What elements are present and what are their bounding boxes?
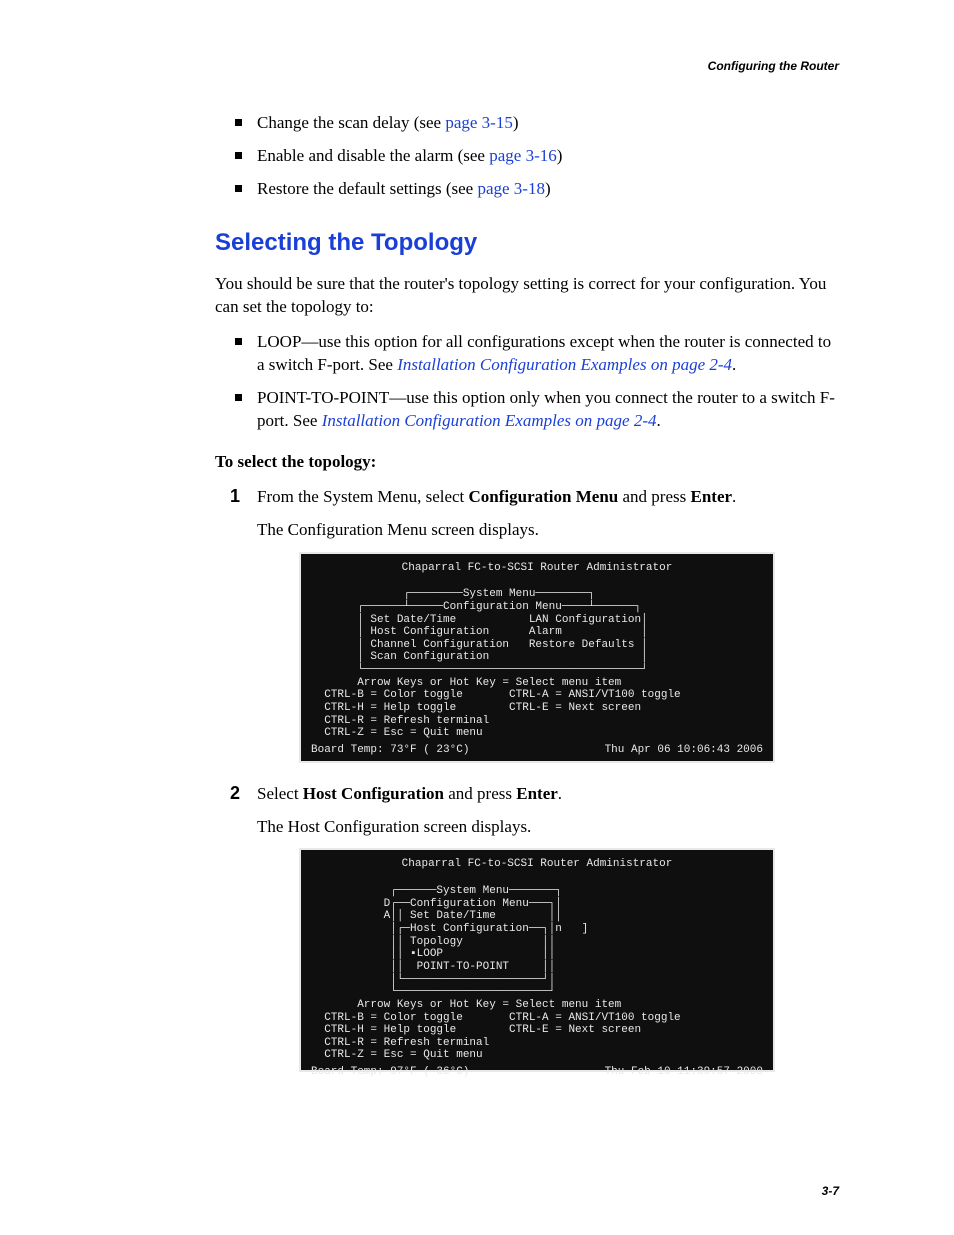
xref-link[interactable]: page 3-16 (489, 146, 557, 165)
step-result: The Host Configuration screen displays. (257, 816, 839, 839)
intro-paragraph: You should be sure that the router's top… (215, 273, 839, 319)
bullet-text: ) (557, 146, 563, 165)
bullet-text: Enable and disable the alarm (see (257, 146, 489, 165)
terminal-line: ││ ▪LOOP ││ (311, 948, 763, 961)
running-head: Configuring the Router (708, 58, 839, 74)
xref-link[interactable]: Installation Configuration Examples on p… (397, 355, 732, 374)
step-list: From the System Menu, select Configurati… (215, 486, 839, 1073)
step-bold: Configuration Menu (469, 487, 619, 506)
step-item: From the System Menu, select Configurati… (215, 486, 839, 763)
terminal-temp: Board Temp: 73°F ( 23°C) (311, 744, 469, 757)
terminal-line: Arrow Keys or Hot Key = Select menu item (311, 677, 763, 690)
terminal-timestamp: Thu Apr 06 10:06:43 2006 (605, 744, 763, 757)
terminal-line: └───────────────────────┘ (311, 986, 763, 999)
step-text: From the System Menu, select Configurati… (257, 486, 839, 509)
bullet-text: . (732, 355, 736, 374)
xref-link[interactable]: page 3-15 (445, 113, 513, 132)
terminal-line: │ Channel Configuration Restore Defaults… (311, 639, 763, 652)
terminal-line: CTRL-H = Help toggle CTRL-E = Next scree… (311, 702, 763, 715)
bullet-text: Change the scan delay (see (257, 113, 445, 132)
terminal-line: CTRL-B = Color toggle CTRL-A = ANSI/VT10… (311, 1012, 763, 1025)
list-item: LOOP—use this option for all configurati… (215, 331, 839, 377)
terminal-line: CTRL-R = Refresh terminal (311, 715, 763, 728)
terminal-footer: Board Temp: 73°F ( 23°C) Thu Apr 06 10:0… (311, 744, 763, 757)
step-bold: Host Configuration (303, 784, 444, 803)
page-content: Change the scan delay (see page 3-15) En… (215, 112, 839, 1072)
bullet-text: ) (513, 113, 519, 132)
list-item: Enable and disable the alarm (see page 3… (215, 145, 839, 168)
terminal-screen: Chaparral FC-to-SCSI Router Administrato… (299, 552, 775, 763)
terminal-line: CTRL-H = Help toggle CTRL-E = Next scree… (311, 1024, 763, 1037)
step-bold: Enter (690, 487, 732, 506)
terminal-screen: Chaparral FC-to-SCSI Router Administrato… (299, 848, 775, 1072)
terminal-temp: Board Temp: 97°F ( 36°C) (311, 1066, 469, 1079)
top-bullet-list: Change the scan delay (see page 3-15) En… (215, 112, 839, 201)
terminal-line: │ Host Configuration Alarm │ (311, 626, 763, 639)
terminal-line: CTRL-Z = Esc = Quit menu (311, 1049, 763, 1062)
terminal-line: │└─────────────────────┘│ (311, 974, 763, 987)
terminal-line: CTRL-R = Refresh terminal (311, 1037, 763, 1050)
terminal-line: ││ Topology ││ (311, 936, 763, 949)
page-number: 3-7 (822, 1183, 839, 1199)
bullet-text: Restore the default settings (see (257, 179, 477, 198)
step-fragment: . (558, 784, 562, 803)
terminal-line: D┌──Configuration Menu───┐│ (311, 898, 763, 911)
terminal-line: ┌──────┴─────Configuration Menu────┴────… (311, 601, 763, 614)
bullet-text: . (656, 411, 660, 430)
xref-link[interactable]: page 3-18 (477, 179, 545, 198)
terminal-line: A││ Set Date/Time ││ (311, 910, 763, 923)
terminal-title: Chaparral FC-to-SCSI Router Administrato… (311, 562, 763, 575)
terminal-line: │ Set Date/Time LAN Configuration│ (311, 614, 763, 627)
terminal-line: │ Scan Configuration │ (311, 651, 763, 664)
section-heading: Selecting the Topology (215, 227, 839, 259)
terminal-figure-1: Chaparral FC-to-SCSI Router Administrato… (299, 552, 839, 763)
list-item: Change the scan delay (see page 3-15) (215, 112, 839, 135)
terminal-title: Chaparral FC-to-SCSI Router Administrato… (311, 858, 763, 871)
step-text: Select Host Configuration and press Ente… (257, 783, 839, 806)
step-fragment: and press (618, 487, 690, 506)
step-result: The Configuration Menu screen displays. (257, 519, 839, 542)
step-fragment: Select (257, 784, 303, 803)
terminal-line: Arrow Keys or Hot Key = Select menu item (311, 999, 763, 1012)
list-item: POINT-TO-POINT—use this option only when… (215, 387, 839, 433)
xref-link[interactable]: Installation Configuration Examples on p… (322, 411, 657, 430)
step-fragment: From the System Menu, select (257, 487, 469, 506)
terminal-line: CTRL-Z = Esc = Quit menu (311, 727, 763, 740)
step-bold: Enter (516, 784, 558, 803)
terminal-line: ┌────────System Menu────────┐ (311, 588, 763, 601)
procedure-label: To select the topology: (215, 451, 839, 474)
list-item: Restore the default settings (see page 3… (215, 178, 839, 201)
terminal-line: └───────────────────────────────────────… (311, 664, 763, 677)
page: Configuring the Router Change the scan d… (0, 0, 954, 1235)
terminal-line: CTRL-B = Color toggle CTRL-A = ANSI/VT10… (311, 689, 763, 702)
step-fragment: . (732, 487, 736, 506)
terminal-timestamp: Thu Feb 10 11:39:57 2000 (605, 1066, 763, 1079)
terminal-line: ┌──────System Menu───────┐ (311, 885, 763, 898)
step-item: Select Host Configuration and press Ente… (215, 783, 839, 1073)
bullet-text: ) (545, 179, 551, 198)
terminal-line: │┌─Host Configuration──┐│n ] (311, 923, 763, 936)
step-fragment: and press (444, 784, 516, 803)
terminal-line: ││ POINT-TO-POINT ││ (311, 961, 763, 974)
terminal-footer: Board Temp: 97°F ( 36°C) Thu Feb 10 11:3… (311, 1066, 763, 1079)
terminal-figure-2: Chaparral FC-to-SCSI Router Administrato… (299, 848, 839, 1072)
topology-bullet-list: LOOP—use this option for all configurati… (215, 331, 839, 433)
